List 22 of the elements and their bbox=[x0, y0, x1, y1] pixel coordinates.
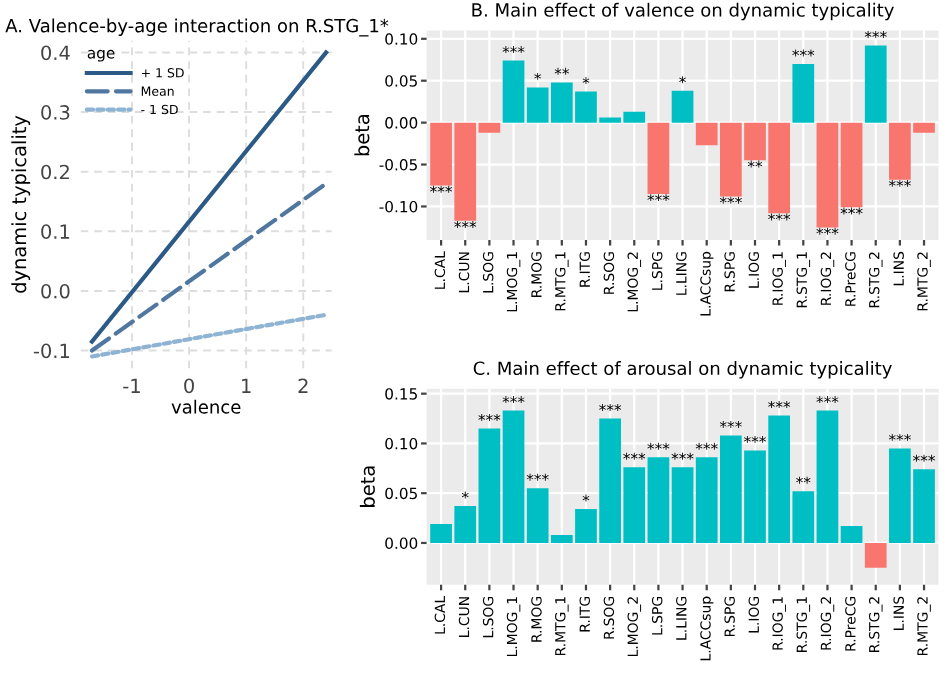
y-tick-label: 0.1 bbox=[41, 224, 70, 239]
bar bbox=[671, 90, 694, 123]
chart-title: C. Main effect of arousal on dynamic typicality bbox=[473, 361, 892, 379]
y-axis-title: beta bbox=[354, 115, 370, 156]
y-tick-label: -0.1 bbox=[33, 343, 70, 359]
bar bbox=[792, 63, 815, 123]
bar bbox=[864, 45, 887, 123]
x-axis-title: valence bbox=[171, 399, 241, 414]
y-tick-label: 0.0 bbox=[41, 283, 70, 299]
y-tick-label: 0.4 bbox=[41, 45, 70, 61]
y-axis-title: dynamic typicality bbox=[11, 115, 31, 293]
bar bbox=[647, 122, 670, 194]
y-tick-label: 0.3 bbox=[41, 105, 70, 120]
x-tick-label: -1 bbox=[123, 378, 140, 393]
bar bbox=[864, 542, 887, 568]
y-axis-title: beta bbox=[359, 466, 375, 507]
x-tick-label: 0 bbox=[184, 378, 194, 394]
x-tick-label: 1 bbox=[242, 378, 251, 393]
chart-title: B. Main effect of valence on dynamic typicality bbox=[472, 2, 894, 21]
chart-title: A. Valence-by-age interaction on R.STG_1* bbox=[5, 18, 389, 37]
x-tick-label: 2 bbox=[298, 378, 308, 393]
y-tick-label: 0.2 bbox=[41, 164, 69, 180]
